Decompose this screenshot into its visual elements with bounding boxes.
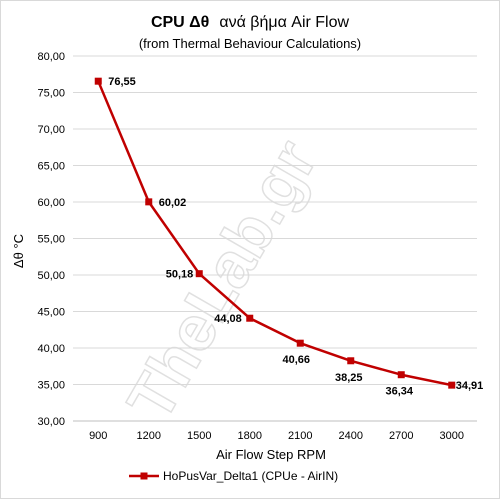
data-labels: 76,55 60,02 50,18 44,08 40,66 38,25 36,34 34,91 — [108, 76, 483, 398]
data-label: 34,91 — [456, 380, 484, 392]
chart-title: CPU Δθ ανά βήμα Air Flow — [151, 14, 350, 31]
data-point — [347, 357, 355, 365]
y-axis-ticks: 30,00 35,00 40,00 45,00 50,00 55,00 60,00 65,00… — [37, 51, 65, 428]
chart-title-part2: ανά βήμα Air Flow — [219, 14, 349, 31]
gridlines — [73, 55, 477, 422]
y-tick-label: 50,00 — [37, 270, 65, 282]
data-label: 50,18 — [166, 269, 194, 281]
data-point — [448, 381, 456, 389]
watermark: TheLab.gr — [113, 128, 330, 432]
x-axis-ticks: 900 1200 1500 1800 2100 2400 2700 3000 — [89, 430, 464, 442]
data-label: 36,34 — [385, 386, 413, 398]
y-tick-label: 80,00 — [37, 51, 65, 63]
data-label: 60,02 — [159, 197, 187, 209]
series-line — [97, 80, 453, 387]
y-axis-title: Δθ °C — [11, 234, 26, 268]
x-tick-label: 3000 — [440, 430, 464, 442]
chart-subtitle: (from Thermal Behaviour Calculations) — [139, 36, 361, 51]
data-label: 44,08 — [214, 313, 242, 325]
chart-title-part1: CPU Δθ — [151, 14, 209, 31]
x-tick-label: 2700 — [389, 430, 413, 442]
x-tick-label: 1500 — [187, 430, 211, 442]
y-tick-label: 45,00 — [37, 307, 65, 319]
data-label: 40,66 — [282, 354, 310, 366]
y-tick-label: 55,00 — [37, 234, 65, 246]
data-point — [94, 77, 102, 85]
x-tick-label: 1200 — [137, 430, 161, 442]
y-tick-label: 65,00 — [37, 161, 65, 173]
x-tick-label: 900 — [89, 430, 107, 442]
data-label: 38,25 — [335, 372, 363, 384]
x-tick-label: 1800 — [238, 430, 262, 442]
y-tick-label: 70,00 — [37, 124, 65, 136]
data-point — [195, 270, 203, 278]
y-tick-label: 35,00 — [37, 380, 65, 392]
y-tick-label: 40,00 — [37, 343, 65, 355]
x-tick-label: 2400 — [339, 430, 363, 442]
x-tick-label: 2100 — [288, 430, 312, 442]
data-point — [246, 314, 254, 322]
y-tick-label: 75,00 — [37, 88, 65, 100]
data-point — [296, 339, 304, 347]
data-label: 76,55 — [108, 76, 136, 88]
x-axis-title: Air Flow Step RPM — [216, 447, 326, 462]
legend-entry-label: HoPusVar_Delta1 (CPUe - AirIN) — [163, 469, 338, 483]
y-tick-label: 60,00 — [37, 197, 65, 209]
y-tick-label: 30,00 — [37, 416, 65, 428]
legend-marker-swatch — [140, 472, 148, 480]
legend: HoPusVar_Delta1 (CPUe - AirIN) — [129, 469, 338, 483]
data-point — [145, 198, 153, 206]
series-layer — [94, 77, 456, 389]
data-point — [397, 371, 405, 379]
